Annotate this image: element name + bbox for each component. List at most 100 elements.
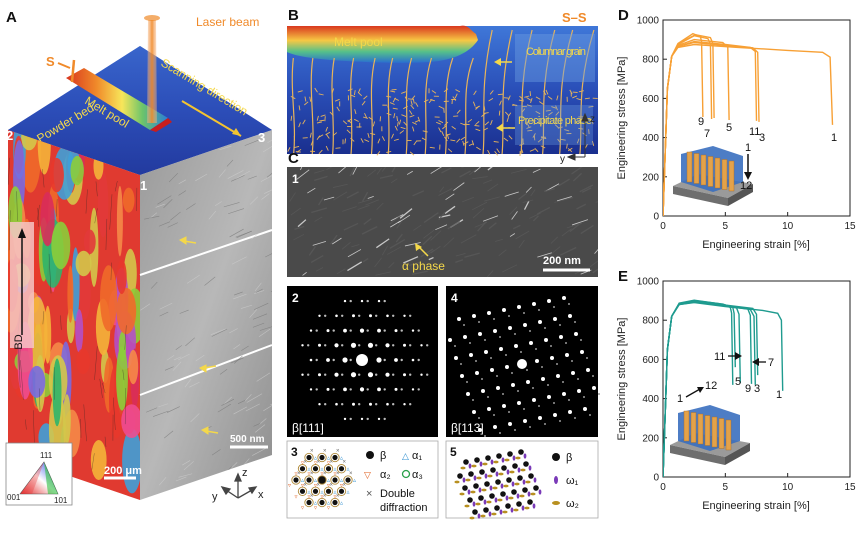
c3-legend-alpha2: α₂ [380, 469, 391, 481]
y-tick-label-400: 400 [642, 394, 659, 405]
chart-e-curve-label-3: 3 [754, 383, 760, 395]
c5-legend-omega2: ω₂ [566, 498, 579, 510]
svg-text:▿: ▿ [321, 494, 324, 500]
y-tick-label-400: 400 [642, 133, 659, 144]
c3-legend-alpha1: α₁ [412, 450, 422, 462]
svg-text:▿: ▿ [327, 506, 330, 512]
svg-text:▿: ▿ [340, 483, 343, 489]
chart-e-curve-label-7: 7 [768, 357, 774, 369]
svg-text:▿: ▿ [308, 472, 311, 478]
svg-text:▵: ▵ [347, 489, 350, 495]
specimen-bar [694, 154, 699, 184]
c1-scale-label: 200 nm [543, 255, 581, 267]
specimen-bar [712, 417, 717, 447]
axis-label-x: x [258, 489, 264, 501]
face-label-3: 3 [258, 130, 265, 145]
ipf-label-001: 001 [7, 493, 21, 502]
svg-text:×: × [336, 494, 340, 500]
c5-legend-beta: β [566, 452, 572, 464]
svg-text:▿: ▿ [308, 494, 311, 500]
bd-label: BD [13, 334, 25, 349]
chart-d-specimen-inset [673, 146, 753, 206]
x-tick-label-0: 0 [660, 482, 666, 493]
c5-legend-omega1: ω₁ [566, 475, 579, 487]
precipitate-label: Precipitate phase [518, 115, 592, 127]
ipf-label-111: 111 [40, 451, 53, 460]
specimen-bar [726, 420, 731, 450]
chart-e-ylabel: Engineering stress [MPa] [616, 318, 628, 441]
chart-e-xlabel: Engineering strain [%] [702, 500, 810, 512]
svg-text:▿: ▿ [334, 472, 337, 478]
chart-e-curve-label-1: 1 [776, 389, 782, 401]
svg-text:▵: ▵ [353, 478, 356, 484]
panel-a-letter: A [6, 9, 17, 26]
svg-text:×: × [323, 494, 327, 500]
panel-b-letter: B [288, 7, 299, 24]
svg-text:▽: ▽ [364, 470, 371, 480]
c4-zone-label: β[113] [451, 421, 484, 435]
y-tick-label-0: 0 [653, 212, 659, 223]
svg-text:▿: ▿ [301, 483, 304, 489]
columnar-label-box [515, 34, 595, 82]
svg-text:×: × [317, 460, 321, 466]
y-tick-label-0: 0 [653, 473, 659, 484]
svg-text:▵: ▵ [340, 501, 343, 507]
svg-text:×: × [366, 488, 372, 500]
ipf-label-101: 101 [54, 496, 68, 505]
chart-e-specimen-inset [670, 405, 750, 465]
chart-d-curve-label-9: 9 [698, 116, 704, 128]
svg-text:×: × [343, 460, 347, 466]
chart-e-curve-label-5: 5 [735, 376, 741, 388]
svg-text:▿: ▿ [314, 483, 317, 489]
face-label-1: 1 [140, 178, 147, 193]
panel-b: B S–S Melt pool Columnar grain Precipita… [287, 7, 598, 165]
columnar-grain-label-1: Columnar grain [526, 46, 586, 58]
scale-bar-right-label: 500 nm [230, 434, 265, 445]
svg-text:△: △ [402, 451, 409, 461]
svg-text:▿: ▿ [314, 461, 317, 467]
svg-text:×: × [336, 449, 340, 455]
scale-bar-left-label: 200 μm [104, 465, 142, 477]
chart-e-curve-label-11: 11 [714, 351, 725, 363]
specimen-bar [691, 413, 696, 443]
svg-text:▿: ▿ [334, 494, 337, 500]
x-tick-label-15: 15 [844, 221, 856, 232]
svg-text:▿: ▿ [321, 472, 324, 478]
chart-d-curve-label-5: 5 [726, 122, 732, 134]
specimen-bar [715, 158, 720, 188]
panel-b-title: S–S [562, 10, 587, 25]
face-label-2: 2 [6, 128, 13, 143]
svg-text:×: × [304, 460, 308, 466]
y-tick-label-800: 800 [642, 55, 659, 66]
chart-d-inset-label-12: 12 [740, 180, 752, 192]
x-tick-label-10: 10 [782, 482, 794, 493]
chart-e-inset-label-12: 12 [705, 380, 717, 392]
y-tick-label-200: 200 [642, 433, 659, 444]
chart-d-xlabel: Engineering strain [%] [702, 239, 810, 251]
laser-source [144, 15, 160, 21]
chart-d-curve-label-7: 7 [704, 128, 710, 140]
svg-text:×: × [330, 460, 334, 466]
c4-number: 4 [451, 291, 458, 305]
svg-text:×: × [323, 449, 327, 455]
x-tick-label-10: 10 [782, 221, 794, 232]
c2-number: 2 [292, 291, 299, 305]
axis-label-y: y [212, 491, 218, 503]
chart-d-inset-label-1: 1 [745, 142, 751, 154]
svg-text:×: × [310, 449, 314, 455]
c2-zone-label: β[111] [292, 421, 324, 435]
x-tick-label-0: 0 [660, 221, 666, 232]
y-tick-label-1000: 1000 [637, 16, 660, 27]
specimen-bar [687, 152, 692, 182]
y-tick-label-600: 600 [642, 355, 659, 366]
c5-number: 5 [450, 445, 457, 459]
specimen-bar [719, 419, 724, 449]
chart-e-inset-label-1: 1 [677, 393, 683, 405]
y-tick-label-600: 600 [642, 94, 659, 105]
panel-c-letter: C [288, 150, 299, 167]
panel-e-letter: E [618, 268, 628, 285]
svg-text:×: × [310, 494, 314, 500]
y-tick-label-200: 200 [642, 172, 659, 183]
